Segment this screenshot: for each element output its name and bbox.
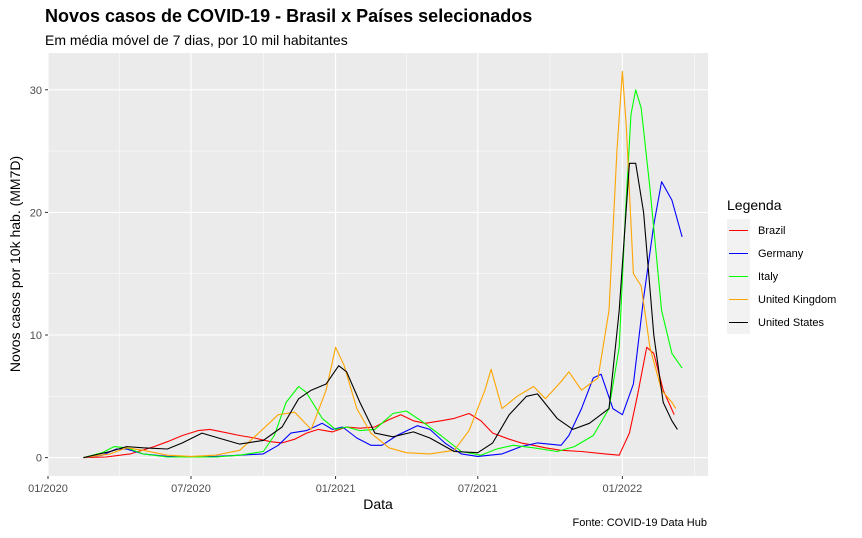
x-tick-label: 01/2022 bbox=[602, 483, 642, 495]
plot-panel bbox=[48, 53, 708, 476]
y-tick-label: 10 bbox=[30, 330, 42, 342]
y-axis-title: Novos casos por 10k hab. (MM7D) bbox=[7, 156, 23, 372]
legend: Legenda Brazil Germany Italy United Kingdom… bbox=[727, 197, 836, 334]
y-tick-label: 30 bbox=[30, 85, 42, 97]
chart-subtitle: Em média móvel de 7 dias, por 10 mil hab… bbox=[45, 32, 348, 48]
y-tick-label: 20 bbox=[30, 207, 42, 219]
x-tick-label: 07/2021 bbox=[458, 483, 498, 495]
y-tick-label: 0 bbox=[36, 453, 42, 465]
x-axis-title: Data bbox=[363, 496, 393, 512]
chart-title: Novos casos de COVID-19 - Brasil x Paíse… bbox=[45, 6, 533, 26]
x-tick-label: 01/2020 bbox=[28, 483, 68, 495]
major-gridlines bbox=[47, 53, 708, 476]
legend-label-italy: Italy bbox=[758, 271, 779, 283]
legend-label-united-kingdom: United Kingdom bbox=[758, 294, 836, 306]
legend-title: Legenda bbox=[727, 197, 782, 213]
y-axis: 0 10 20 30 bbox=[30, 85, 48, 465]
legend-label-brazil: Brazil bbox=[758, 225, 786, 237]
chart-caption: Fonte: COVID-19 Data Hub bbox=[572, 517, 707, 529]
series-lines bbox=[83, 70, 683, 459]
legend-label-united-states: United States bbox=[758, 317, 825, 329]
x-tick-label: 01/2021 bbox=[316, 483, 356, 495]
series-line-united-states bbox=[83, 162, 678, 459]
series-line-united-kingdom bbox=[83, 70, 677, 459]
x-tick-label: 07/2020 bbox=[171, 483, 211, 495]
x-axis: 01/2020 07/2020 01/2021 07/2021 01/2022 bbox=[28, 476, 642, 495]
legend-label-germany: Germany bbox=[758, 248, 804, 260]
series-line-brazil bbox=[83, 346, 675, 459]
minor-gridlines bbox=[48, 53, 708, 476]
